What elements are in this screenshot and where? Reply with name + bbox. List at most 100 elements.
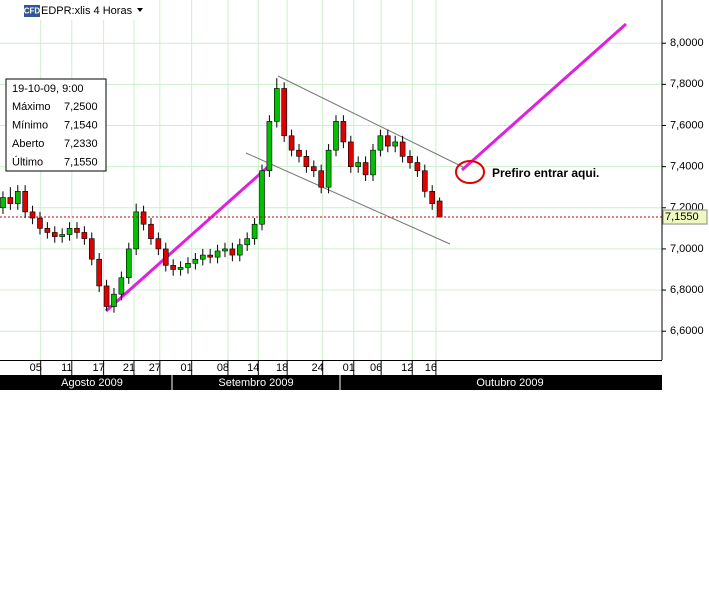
candle-body xyxy=(422,170,428,192)
last-price-box xyxy=(662,209,708,225)
candle-body xyxy=(59,234,65,237)
candle-body xyxy=(407,156,413,163)
logo: CFD xyxy=(24,7,41,16)
channel-line xyxy=(277,75,466,169)
month-label: Setembro 2009 xyxy=(218,377,293,389)
x-tick-label: 06 xyxy=(370,362,382,374)
logo-box xyxy=(24,5,40,17)
candle-body xyxy=(362,162,369,176)
y-tick-label: 7,4000 xyxy=(670,161,704,173)
x-tick-label: 08 xyxy=(217,362,229,374)
candle-body xyxy=(37,217,43,229)
info-key: Máximo xyxy=(12,101,51,113)
candle-body xyxy=(185,263,191,268)
candle-body xyxy=(22,191,28,213)
candle-body xyxy=(96,258,102,287)
candle-body xyxy=(266,121,273,172)
candle-body xyxy=(7,197,14,204)
x-tick-label: 11 xyxy=(61,362,72,374)
channel-line xyxy=(245,152,451,245)
x-tick-label: 27 xyxy=(149,362,161,374)
candle-body xyxy=(103,285,110,307)
candle-body xyxy=(370,149,376,176)
x-tick-label: 12 xyxy=(401,362,413,374)
candle-body xyxy=(88,238,95,260)
candle-body xyxy=(325,149,332,188)
trend-line xyxy=(105,163,271,313)
candle-body xyxy=(155,238,162,250)
candle-body xyxy=(29,211,36,219)
candle-body xyxy=(296,149,302,157)
candle-body xyxy=(288,135,295,151)
candle-body xyxy=(251,223,258,239)
candle-body xyxy=(392,141,399,147)
x-tick-label: 05 xyxy=(30,362,42,374)
candle-body xyxy=(229,248,236,256)
y-tick-label: 7,0000 xyxy=(670,243,704,255)
info-key: Mínimo xyxy=(12,119,48,131)
highlight-circle xyxy=(455,160,485,184)
month-label: Agosto 2009 xyxy=(61,377,123,389)
info-value: 7,2330 xyxy=(64,138,98,150)
candle-body xyxy=(66,228,73,235)
candle-body xyxy=(118,277,125,295)
candle-body xyxy=(192,258,199,264)
candle-body xyxy=(214,250,221,258)
y-tick-label: 7,6000 xyxy=(670,119,704,131)
candle-body xyxy=(148,223,154,239)
x-tick-label: 01 xyxy=(343,362,355,374)
candle-body xyxy=(377,135,384,151)
x-tick-label: 24 xyxy=(312,362,324,374)
info-key: Aberto xyxy=(12,138,44,150)
candle-body xyxy=(429,191,436,204)
candle-body xyxy=(14,191,21,204)
candle-body xyxy=(281,88,287,137)
info-date: 19-10-09, 9:00 xyxy=(12,83,84,95)
candle-body xyxy=(399,141,406,157)
candle-body xyxy=(259,170,265,225)
x-day-band xyxy=(0,361,662,375)
y-tick-label: 7,8000 xyxy=(670,78,704,90)
candle-body xyxy=(125,248,132,279)
candle-body xyxy=(81,232,88,239)
candle-body xyxy=(340,121,347,143)
x-tick-label: 18 xyxy=(276,362,288,374)
month-label: Outubro 2009 xyxy=(476,377,543,389)
trend-line xyxy=(461,22,627,172)
info-value: 7,1550 xyxy=(64,156,98,168)
annotation: Prefiro entrar aqui. xyxy=(492,166,599,180)
candle-body xyxy=(199,254,206,260)
candle-body xyxy=(74,228,80,233)
candle-body xyxy=(436,200,443,218)
candle-body xyxy=(207,254,213,258)
candle-body xyxy=(140,211,147,225)
dropdown-arrow[interactable] xyxy=(137,8,143,12)
chart-title: EDPR:xlis 4 Horas xyxy=(41,5,133,17)
candle-body xyxy=(273,88,280,122)
candle-body xyxy=(355,162,361,167)
candle-body xyxy=(0,197,6,209)
candle-body xyxy=(236,244,243,256)
candle-body xyxy=(170,265,176,270)
y-tick-label: 8,0000 xyxy=(670,37,704,49)
candle-body xyxy=(51,232,58,237)
info-key: Último xyxy=(12,155,43,168)
y-tick-label: 6,8000 xyxy=(670,284,704,296)
x-tick-label: 01 xyxy=(181,362,193,374)
last-price-label: 7,1550 xyxy=(665,211,699,223)
candle-body xyxy=(385,135,391,147)
candle-body xyxy=(133,211,139,250)
info-value: 7,2500 xyxy=(64,101,98,113)
candle-body xyxy=(244,238,250,246)
candle-body xyxy=(162,248,169,266)
x-tick-label: 21 xyxy=(123,362,135,374)
candle-body xyxy=(310,166,317,172)
info-box xyxy=(5,78,107,172)
candle-body xyxy=(44,228,51,233)
candle-body xyxy=(303,156,310,167)
candle-body xyxy=(347,141,354,167)
info-value: 7,1540 xyxy=(64,119,98,131)
candle-body xyxy=(177,267,184,270)
